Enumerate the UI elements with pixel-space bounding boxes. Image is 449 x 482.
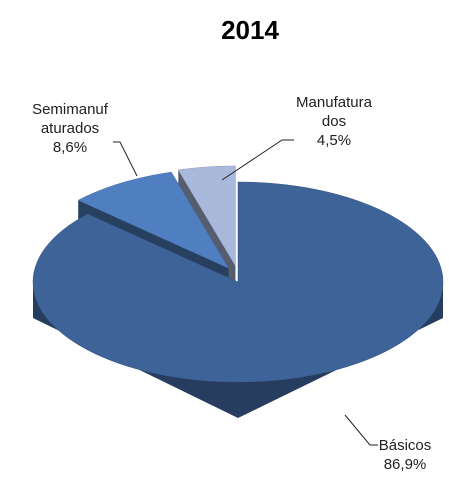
slice-label: Semimanufaturados 8,6% [30, 100, 110, 157]
category-label: Manufaturados [296, 94, 372, 130]
slice [177, 165, 236, 267]
leader-line [344, 414, 378, 446]
slice-label: Manufaturados 4,5% [293, 93, 375, 150]
category-label: Básicos [378, 437, 432, 454]
leader-line [221, 139, 294, 181]
category-label: Semimanufaturados [32, 101, 108, 137]
value-label: 86,9% [383, 456, 427, 473]
value-label: 4,5% [316, 132, 352, 149]
value-label: 8,6% [52, 139, 88, 156]
slice [32, 181, 444, 383]
chart-title: 2014 [221, 15, 279, 45]
pie [32, 165, 444, 418]
slice-label: Básicos 86,9% [370, 436, 440, 474]
leader-line [113, 141, 138, 177]
slice-wall [33, 282, 443, 418]
slice [77, 171, 230, 269]
